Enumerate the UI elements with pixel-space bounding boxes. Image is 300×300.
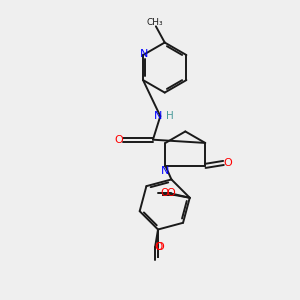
Text: CH₃: CH₃ [147,18,164,27]
Text: H: H [166,111,174,121]
Text: O: O [224,158,232,168]
Text: O: O [115,135,124,145]
Text: N: N [161,166,169,176]
Text: N: N [140,49,148,58]
Text: O: O [154,242,163,252]
Text: N: N [154,111,162,121]
Text: O: O [155,242,164,252]
Text: O: O [166,188,175,198]
Text: O: O [160,188,168,198]
